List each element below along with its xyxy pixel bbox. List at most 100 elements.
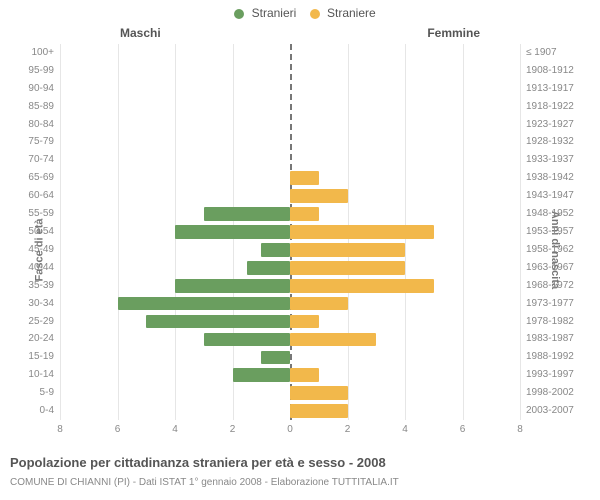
y-label-age: 45-49 <box>0 244 54 255</box>
y-label-birth: 1928-1932 <box>526 136 574 147</box>
grid-line <box>520 44 521 420</box>
x-tick-label: 2 <box>345 424 351 435</box>
y-label-birth: 2003-2007 <box>526 405 574 416</box>
bar-female <box>290 368 319 382</box>
age-row <box>60 402 520 420</box>
y-label-birth: 1988-1992 <box>526 351 574 362</box>
y-label-birth: 1943-1947 <box>526 190 574 201</box>
legend-swatch-female <box>310 9 320 19</box>
x-tick-label: 6 <box>115 424 121 435</box>
legend-label-female: Straniere <box>327 6 376 20</box>
bar-female <box>290 297 348 311</box>
x-tick-label: 8 <box>517 424 523 435</box>
y-label-age: 20-24 <box>0 333 54 344</box>
age-row <box>60 134 520 152</box>
x-tick-label: 8 <box>57 424 63 435</box>
y-label-age: 75-79 <box>0 136 54 147</box>
legend-swatch-male <box>234 9 244 19</box>
bar-male <box>261 243 290 257</box>
y-label-age: 85-89 <box>0 101 54 112</box>
y-label-age: 30-34 <box>0 298 54 309</box>
y-label-birth: 1923-1927 <box>526 119 574 130</box>
y-label-birth: 1913-1917 <box>526 83 574 94</box>
age-row <box>60 44 520 62</box>
bar-male <box>146 315 290 329</box>
y-label-birth: 1953-1957 <box>526 226 574 237</box>
age-row <box>60 151 520 169</box>
age-row <box>60 348 520 366</box>
legend: Stranieri Straniere <box>0 6 600 20</box>
y-label-age: 55-59 <box>0 208 54 219</box>
y-label-age: 40-44 <box>0 262 54 273</box>
age-row <box>60 241 520 259</box>
age-row <box>60 277 520 295</box>
y-label-age: 70-74 <box>0 154 54 165</box>
y-label-age: 0-4 <box>0 405 54 416</box>
age-row <box>60 205 520 223</box>
y-label-age: 80-84 <box>0 119 54 130</box>
chart-subtitle: COMUNE DI CHIANNI (PI) - Dati ISTAT 1° g… <box>10 477 399 488</box>
bar-female <box>290 207 319 221</box>
bar-female <box>290 243 405 257</box>
bar-female <box>290 315 319 329</box>
bar-female <box>290 386 348 400</box>
bar-male <box>118 297 291 311</box>
age-row <box>60 169 520 187</box>
y-label-age: 90-94 <box>0 83 54 94</box>
chart-title: Popolazione per cittadinanza straniera p… <box>10 455 386 470</box>
age-row <box>60 80 520 98</box>
bar-male <box>175 279 290 293</box>
age-row <box>60 313 520 331</box>
side-title-male: Maschi <box>120 26 161 40</box>
y-label-age: 5-9 <box>0 387 54 398</box>
y-label-birth: 1983-1987 <box>526 333 574 344</box>
y-label-birth: 1933-1937 <box>526 154 574 165</box>
bar-male <box>247 261 290 275</box>
bar-female <box>290 171 319 185</box>
bar-male <box>233 368 291 382</box>
x-tick-label: 4 <box>172 424 178 435</box>
y-label-birth: ≤ 1907 <box>526 47 557 58</box>
bar-male <box>204 207 290 221</box>
y-label-birth: 1973-1977 <box>526 298 574 309</box>
plot-area <box>60 44 520 420</box>
age-row <box>60 223 520 241</box>
y-label-birth: 1958-1962 <box>526 244 574 255</box>
bar-male <box>204 333 290 347</box>
bar-female <box>290 261 405 275</box>
population-pyramid-chart: Stranieri Straniere Maschi Femmine Fasce… <box>0 0 600 500</box>
y-label-birth: 1908-1912 <box>526 65 574 76</box>
age-row <box>60 98 520 116</box>
bar-female <box>290 225 434 239</box>
y-label-age: 65-69 <box>0 172 54 183</box>
age-row <box>60 116 520 134</box>
x-tick-label: 0 <box>287 424 293 435</box>
y-label-birth: 1948-1952 <box>526 208 574 219</box>
x-tick-label: 6 <box>460 424 466 435</box>
y-label-age: 35-39 <box>0 280 54 291</box>
bar-female <box>290 333 376 347</box>
y-label-age: 25-29 <box>0 316 54 327</box>
y-label-birth: 1993-1997 <box>526 369 574 380</box>
y-label-age: 95-99 <box>0 65 54 76</box>
x-tick-label: 2 <box>230 424 236 435</box>
age-row <box>60 62 520 80</box>
y-label-age: 60-64 <box>0 190 54 201</box>
y-label-birth: 1963-1967 <box>526 262 574 273</box>
y-label-age: 100+ <box>0 47 54 58</box>
age-row <box>60 330 520 348</box>
age-row <box>60 384 520 402</box>
y-label-birth: 1938-1942 <box>526 172 574 183</box>
x-tick-label: 4 <box>402 424 408 435</box>
bar-female <box>290 189 348 203</box>
age-row <box>60 366 520 384</box>
bar-male <box>175 225 290 239</box>
bar-female <box>290 404 348 418</box>
y-label-age: 15-19 <box>0 351 54 362</box>
y-label-age: 50-54 <box>0 226 54 237</box>
age-row <box>60 259 520 277</box>
legend-label-male: Stranieri <box>252 6 297 20</box>
age-row <box>60 295 520 313</box>
side-title-female: Femmine <box>427 26 480 40</box>
bar-female <box>290 279 434 293</box>
